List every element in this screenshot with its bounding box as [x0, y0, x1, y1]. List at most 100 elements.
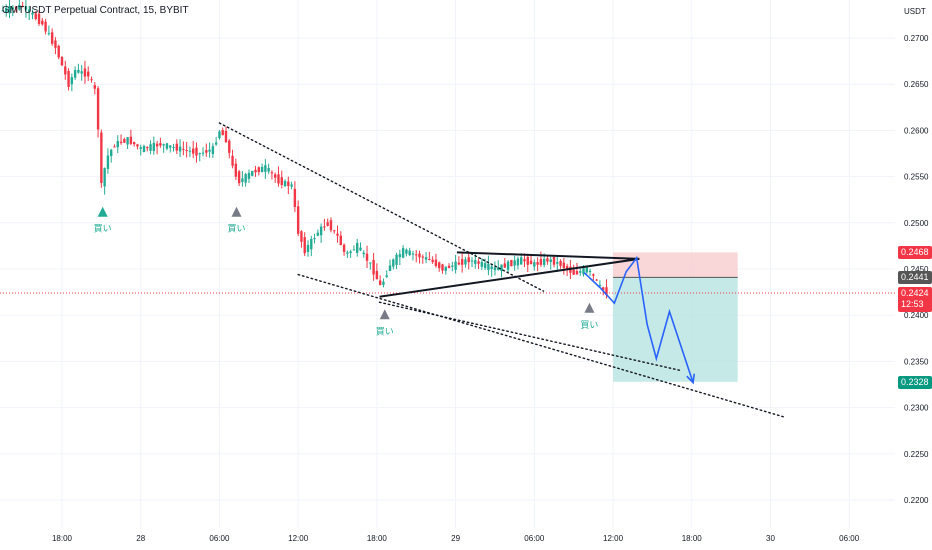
- candle-body: [300, 231, 303, 242]
- symbol-title[interactable]: GMTUSDT Perpetual Contract, 15, BYBIT: [2, 5, 189, 16]
- time-tick-label: 12:00: [288, 534, 309, 543]
- candle-body: [123, 139, 126, 143]
- candle-body: [562, 262, 566, 268]
- candle-body: [592, 274, 595, 276]
- candle-body: [444, 266, 447, 271]
- candle-body: [349, 251, 352, 253]
- buy-signal-arrow-icon: [584, 302, 595, 313]
- candle-body: [201, 152, 205, 154]
- candle-body: [80, 71, 83, 74]
- candle-body: [470, 260, 474, 262]
- candle-body: [339, 235, 342, 246]
- candle-body: [441, 264, 444, 271]
- candle-body: [460, 259, 464, 265]
- buy-signal-label: 買い: [376, 326, 394, 337]
- candle-body: [208, 149, 211, 152]
- candle-body: [457, 262, 461, 265]
- candle-body: [506, 261, 510, 270]
- candle-body: [595, 279, 598, 281]
- candle-body: [490, 266, 493, 269]
- candle-body: [523, 259, 526, 262]
- candle-body: [116, 141, 119, 148]
- candle-body: [106, 155, 110, 169]
- candle-body: [598, 285, 602, 287]
- wedge-trendline: [378, 301, 682, 372]
- candle-body: [398, 254, 402, 258]
- take-profit-price-label: 0.2328: [898, 375, 932, 389]
- candle-body: [392, 259, 395, 267]
- time-tick-label: 28: [136, 534, 145, 543]
- candle-body: [434, 259, 438, 267]
- candle-body: [234, 163, 238, 177]
- time-tick-label: 18:00: [52, 534, 73, 543]
- candle-body: [24, 6, 28, 10]
- candle-body: [369, 262, 372, 264]
- candle-body: [378, 280, 382, 285]
- price-tick-label: 0.2500: [904, 219, 929, 228]
- candle-body: [342, 244, 346, 252]
- candle-body: [287, 181, 290, 187]
- candle-body: [333, 230, 336, 232]
- candle-body: [585, 267, 588, 273]
- candle-body: [64, 66, 67, 75]
- price-tick-label: 0.2350: [904, 357, 929, 366]
- candle-body: [487, 263, 490, 270]
- candle-body: [529, 260, 533, 265]
- candle-body: [218, 131, 221, 139]
- candle-body: [165, 143, 169, 149]
- candle-body: [11, 7, 14, 10]
- time-tick-label: 06:00: [839, 534, 860, 543]
- candle-body: [277, 174, 280, 184]
- candle-body: [415, 254, 418, 256]
- candle-body: [251, 170, 254, 176]
- candle-body: [395, 254, 398, 265]
- candle-body: [467, 257, 470, 263]
- candle-body: [421, 256, 424, 258]
- candle-body: [536, 262, 539, 265]
- candle-body: [552, 256, 556, 265]
- candle-body: [188, 150, 192, 152]
- current-price-value: 0.2424: [901, 288, 929, 299]
- candle-body: [451, 265, 454, 267]
- candle-body: [510, 259, 513, 267]
- candle-body: [254, 169, 257, 173]
- candle-body: [103, 168, 106, 187]
- candle-body: [129, 136, 133, 144]
- candle-body: [77, 69, 80, 73]
- candle-body: [264, 165, 267, 172]
- candle-body: [28, 9, 31, 13]
- candle-body: [182, 148, 185, 150]
- candle-body: [316, 232, 320, 236]
- candle-body: [205, 150, 208, 153]
- candle-body: [539, 259, 543, 265]
- candle-body: [329, 220, 333, 231]
- candle-body: [483, 263, 487, 269]
- projection-path[interactable]: [583, 255, 696, 385]
- candle-body: [313, 238, 316, 240]
- candle-body: [401, 248, 405, 258]
- candle-body: [477, 261, 480, 264]
- time-tick-label: 18:00: [682, 534, 703, 543]
- price-tick-label: 0.2450: [904, 265, 929, 274]
- candle-body: [260, 166, 264, 173]
- candle-body: [480, 261, 484, 267]
- trendline-drawings[interactable]: [218, 122, 785, 418]
- candle-body: [132, 142, 136, 145]
- candle-body: [192, 148, 195, 154]
- candle-body: [575, 271, 579, 275]
- entry-price-label: 0.2441: [898, 271, 932, 285]
- price-tick-label: 0.2200: [904, 496, 929, 505]
- candle-body: [428, 258, 431, 260]
- candle-body: [237, 171, 241, 184]
- stop-loss-price-label: 0.2468: [898, 246, 932, 260]
- candle-body: [572, 269, 575, 275]
- candle-body: [149, 144, 152, 151]
- candle-body: [362, 252, 365, 255]
- candle-body: [280, 177, 283, 186]
- candle-body: [73, 70, 77, 78]
- candle-body: [520, 257, 523, 265]
- candle-body: [579, 271, 582, 273]
- candle-body: [93, 85, 96, 89]
